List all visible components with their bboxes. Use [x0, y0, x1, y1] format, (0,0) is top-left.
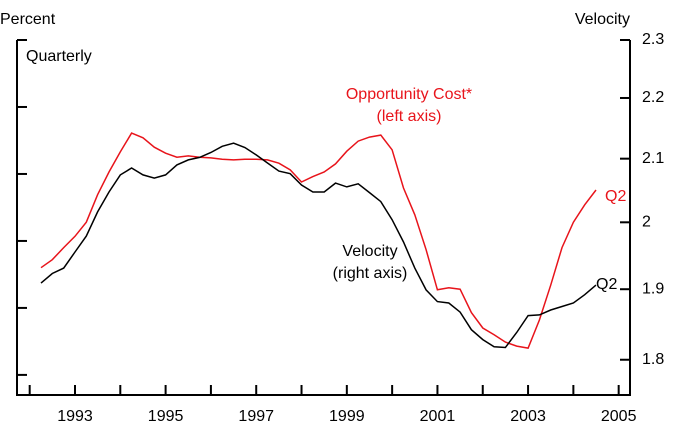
y2-tick-label: 2 [642, 214, 651, 231]
x-tick-label: 2005 [601, 408, 637, 425]
x-tick-label: 1999 [329, 408, 365, 425]
series-line [40, 142, 597, 349]
annotation: (right axis) [333, 265, 408, 282]
annotation: Opportunity Cost* [346, 86, 472, 103]
x-tick-label: 2003 [510, 408, 546, 425]
y2-tick-label: 2.2 [642, 89, 664, 106]
annotation: Q2 [596, 276, 617, 293]
y2-axis-label: Velocity [575, 11, 630, 28]
y2-tick-label: 1.8 [642, 351, 664, 368]
x-tick-label: 1997 [238, 408, 274, 425]
y2-tick-label: 2.1 [642, 150, 664, 167]
y2-tick-label: 1.9 [642, 280, 664, 297]
x-tick-label: 1993 [57, 408, 93, 425]
annotation: Q2 [605, 188, 626, 205]
series-line [40, 132, 597, 349]
annotation: (left axis) [377, 108, 442, 125]
y2-tick-label: 2.3 [642, 31, 664, 48]
x-tick-label: 2001 [420, 408, 456, 425]
x-tick-label: 1995 [148, 408, 184, 425]
subtitle: Quarterly [26, 48, 92, 65]
annotation: Velocity [342, 243, 397, 260]
y-axis-label: Percent [0, 11, 56, 28]
